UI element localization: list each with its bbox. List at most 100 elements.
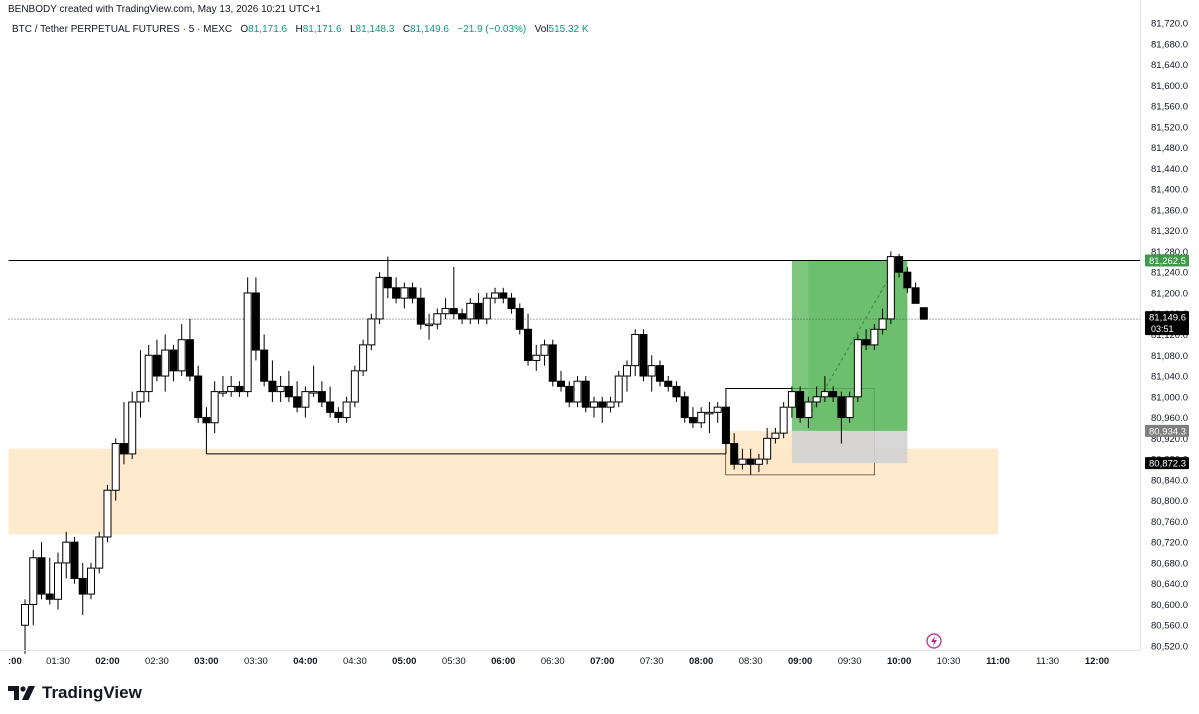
time-tick-label: 09:30	[838, 656, 862, 667]
candle-up	[243, 292, 252, 393]
candle-up	[713, 406, 722, 413]
time-tick-label: 01:30	[46, 656, 70, 667]
candle-down	[251, 292, 260, 351]
candle-down	[829, 391, 838, 398]
candle-up	[227, 385, 236, 393]
candle-down	[639, 334, 648, 377]
candle-down	[474, 302, 483, 320]
price-tick-label: 81,480.0	[1151, 143, 1188, 154]
price-tick-label: 81,600.0	[1151, 81, 1188, 92]
candle-up	[218, 391, 227, 394]
candle-down	[70, 541, 79, 580]
price-tick-label: 80,800.0	[1151, 496, 1188, 507]
time-tick-label: 08:00	[689, 656, 713, 667]
price-tick-label: 80,960.0	[1151, 413, 1188, 424]
candle-up	[400, 287, 409, 299]
candle-up	[111, 443, 120, 491]
stop-price-label: 80,872.3	[1149, 459, 1186, 470]
price-tick-label: 81,640.0	[1151, 60, 1188, 71]
time-tick-label: 03:30	[244, 656, 268, 667]
time-tick-label: 09:00	[788, 656, 812, 667]
price-tick-label: 80,680.0	[1151, 558, 1188, 569]
candle-up	[136, 391, 145, 403]
candle-up	[771, 432, 780, 439]
price-tick-label: 81,520.0	[1151, 122, 1188, 133]
candle-down	[688, 417, 697, 424]
candle-down	[911, 287, 920, 304]
candle-up	[301, 391, 310, 408]
candle-down	[449, 308, 458, 315]
volume-label: Vol	[534, 24, 549, 35]
time-tick-label: 11:30	[1036, 656, 1059, 667]
price-tick-label: 81,320.0	[1151, 226, 1188, 237]
open-label: O	[240, 24, 249, 35]
candle-down	[557, 380, 566, 387]
last-price-label: 81,149.6	[1149, 313, 1186, 324]
candle-up	[763, 437, 772, 460]
change-value: −21.9 (−0.03%)	[457, 24, 527, 35]
candle-down	[45, 593, 54, 600]
candle-down	[169, 349, 178, 372]
brand-name: TradingView	[42, 683, 142, 702]
candle-up	[128, 401, 137, 455]
candle-down	[383, 276, 392, 289]
candle-down	[78, 578, 87, 595]
price-tick-label: 80,840.0	[1151, 475, 1188, 486]
candle-down	[796, 391, 805, 419]
price-tick-label: 80,720.0	[1151, 538, 1188, 549]
candle-down	[655, 365, 664, 382]
candle-down	[862, 339, 871, 346]
candle-down	[37, 557, 46, 595]
candle-up	[466, 302, 475, 320]
candle-down	[672, 385, 681, 398]
candle-up	[573, 380, 582, 403]
candle-down	[565, 385, 574, 403]
tradingview-logo-icon	[8, 686, 35, 700]
candle-up	[144, 354, 153, 393]
price-tick-label: 80,560.0	[1151, 621, 1188, 632]
candle-up	[425, 323, 434, 327]
close-label: C	[402, 24, 411, 35]
candle-up	[177, 339, 186, 372]
resistance-price-label: 81,262.5	[1149, 256, 1186, 267]
price-tick-label: 81,440.0	[1151, 164, 1188, 175]
candle-down	[548, 344, 557, 382]
candle-up	[589, 401, 598, 408]
candle-up	[482, 297, 491, 320]
candle-up	[697, 411, 706, 424]
candle-up	[54, 562, 62, 600]
candle-up	[820, 391, 829, 398]
candle-up	[606, 401, 615, 408]
price-tick-label: 80,600.0	[1151, 600, 1188, 611]
candle-up	[29, 557, 38, 605]
candle-down	[416, 297, 425, 325]
candle-down	[730, 443, 739, 465]
candle-down	[284, 385, 293, 398]
time-tick-label: 05:00	[392, 656, 416, 667]
candle-down	[185, 339, 194, 377]
tradingview-brand[interactable]: TradingView	[8, 682, 142, 704]
candle-up	[161, 349, 170, 377]
candle-down	[293, 396, 302, 408]
price-tick-label: 81,560.0	[1151, 102, 1188, 113]
candle-up	[812, 396, 821, 403]
candle-up	[62, 541, 71, 564]
lightning-bolt-icon[interactable]	[926, 633, 942, 649]
time-tick-label: 02:00	[95, 656, 119, 667]
price-tick-label: 81,720.0	[1151, 19, 1188, 30]
candle-up	[804, 401, 813, 419]
time-tick-label: 07:00	[590, 656, 614, 667]
high-label: H	[295, 24, 303, 35]
candle-down	[119, 443, 128, 455]
high-value: 81,171.6	[302, 24, 342, 35]
stop-price-label-bg	[1145, 457, 1189, 470]
candle-up	[631, 334, 640, 367]
time-tick-label: 10:00	[887, 656, 911, 667]
time-tick-label: 08:30	[739, 656, 763, 667]
candle-down	[194, 375, 203, 419]
chart-credit: BENBODY created with TradingView.com, Ma…	[8, 4, 321, 15]
candle-down	[581, 380, 590, 408]
open-value: 81,171.6	[248, 24, 288, 35]
candle-up	[276, 385, 285, 393]
